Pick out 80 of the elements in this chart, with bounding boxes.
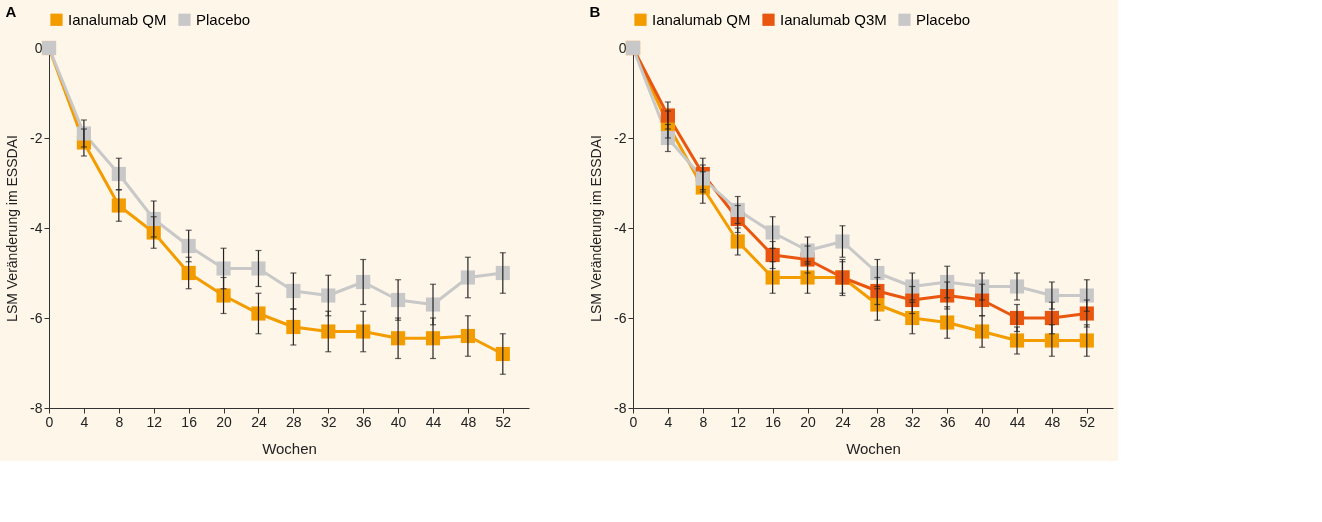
point xyxy=(181,265,196,281)
y-tick-label: -4 xyxy=(614,219,627,236)
y-tick-label: -6 xyxy=(30,309,43,326)
x-tick-label: 40 xyxy=(974,413,991,430)
y-tick-label: -6 xyxy=(614,309,627,326)
x-tick-label: 16 xyxy=(765,413,782,430)
point xyxy=(1079,333,1094,348)
y-tick-label: 0 xyxy=(618,39,627,56)
point xyxy=(286,283,301,299)
point xyxy=(216,288,231,303)
point xyxy=(356,324,371,339)
x-tick-label: 48 xyxy=(1044,413,1061,430)
x-tick-label: 12 xyxy=(730,413,747,430)
x-tick-label: 12 xyxy=(146,413,163,430)
x-tick-label: 8 xyxy=(699,413,708,430)
x-tick-label: 20 xyxy=(216,413,233,430)
point xyxy=(111,166,126,182)
legend-label: Ianalumab QM xyxy=(68,10,167,28)
point xyxy=(286,319,301,335)
x-tick-label: 24 xyxy=(251,413,267,430)
y-tick-label: -2 xyxy=(30,129,43,146)
legend-label: Ianalumab Q3M xyxy=(780,10,887,28)
x-tick-label: 8 xyxy=(115,413,124,430)
legend-label: Placebo xyxy=(916,10,971,28)
x-tick-label: 32 xyxy=(320,413,337,430)
point xyxy=(765,270,780,285)
point xyxy=(940,288,955,303)
point xyxy=(695,171,710,186)
point xyxy=(495,346,510,362)
y-tick-label: -8 xyxy=(614,399,627,416)
point xyxy=(730,202,745,218)
x-tick-label: 0 xyxy=(45,413,54,430)
point xyxy=(356,274,371,290)
x-tick-label: 48 xyxy=(460,413,477,430)
x-tick-label: 52 xyxy=(495,413,512,430)
point xyxy=(321,324,336,339)
x-tick-label: 4 xyxy=(664,413,673,430)
x-axis-title: Wochen xyxy=(262,439,317,457)
point xyxy=(321,288,336,303)
point xyxy=(835,234,850,249)
chart-title: B xyxy=(589,3,601,20)
y-tick-label: 0 xyxy=(34,39,43,56)
point xyxy=(905,310,920,326)
y-axis-title: LSM Veränderung im ESSDAI xyxy=(4,135,21,322)
point xyxy=(251,261,266,276)
point xyxy=(765,225,780,240)
y-tick-label: -2 xyxy=(614,129,627,146)
point xyxy=(870,265,885,281)
x-tick-label: 28 xyxy=(286,413,302,430)
point xyxy=(495,265,510,281)
y-tick-label: -8 xyxy=(30,399,43,416)
legend-label: Ianalumab QM xyxy=(652,10,751,28)
point xyxy=(216,261,231,276)
x-tick-label: 44 xyxy=(425,413,442,430)
point xyxy=(181,238,196,254)
x-tick-label: 4 xyxy=(80,413,89,430)
x-tick-label: 40 xyxy=(390,413,407,430)
point xyxy=(730,234,745,249)
x-tick-label: 52 xyxy=(1079,413,1096,430)
x-tick-label: 16 xyxy=(181,413,198,430)
y-axis-title: LSM Veränderung im ESSDAI xyxy=(588,135,605,322)
x-tick-label: 24 xyxy=(835,413,851,430)
point xyxy=(905,279,920,294)
x-tick-label: 28 xyxy=(870,413,886,430)
x-axis-title: Wochen xyxy=(846,439,901,457)
x-tick-label: 36 xyxy=(355,413,372,430)
point xyxy=(1079,306,1094,321)
point xyxy=(870,297,885,312)
legend-label: Placebo xyxy=(196,10,251,28)
point xyxy=(940,315,955,330)
x-tick-label: 32 xyxy=(904,413,921,430)
x-tick-label: 0 xyxy=(629,413,638,430)
point xyxy=(111,198,126,213)
x-tick-label: 20 xyxy=(800,413,817,430)
chart-title: A xyxy=(5,3,17,20)
x-tick-label: 44 xyxy=(1009,413,1026,430)
y-tick-label: -4 xyxy=(30,219,43,236)
point xyxy=(251,306,266,321)
point xyxy=(146,211,161,227)
x-tick-label: 36 xyxy=(939,413,956,430)
